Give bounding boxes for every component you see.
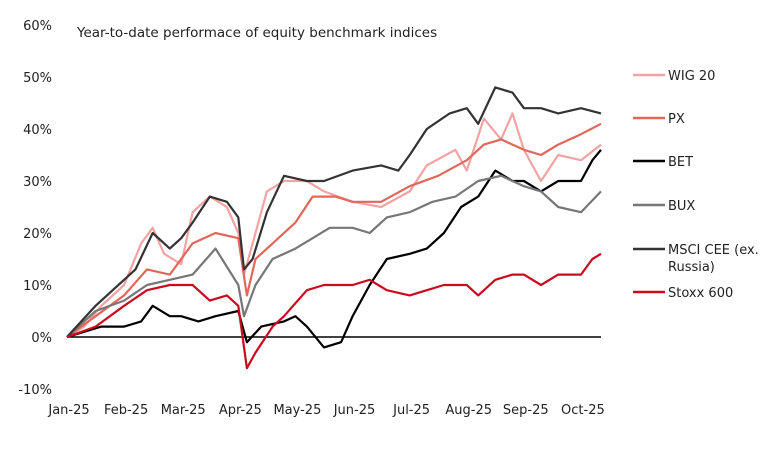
- x-tick-label: Sep-25: [503, 403, 549, 418]
- y-tick-label: 40%: [23, 123, 52, 138]
- series-line-stoxx-600: [66, 252, 602, 370]
- legend-label-msci-1: MSCI CEE (ex.: [668, 243, 759, 258]
- legend-label-bet: BET: [668, 155, 693, 170]
- series-line-msci-cee-ex-russia: [66, 86, 602, 338]
- x-axis: Jan-25 Feb-25 Mar-25 Apr-25 May-25 Jun-25 Jul-…: [47, 403, 604, 418]
- x-tick-label: Jul-25: [392, 403, 430, 418]
- legend-label-stoxx: Stoxx 600: [668, 286, 733, 301]
- y-axis: -10% 0% 10% 20% 30% 40% 50% 60%: [18, 19, 52, 398]
- x-tick-label: Jan-25: [47, 403, 89, 418]
- y-tick-label: 0%: [31, 331, 52, 346]
- series-line-px: [66, 122, 602, 338]
- x-tick-label: Feb-25: [104, 403, 148, 418]
- legend-label-px: PX: [668, 112, 685, 127]
- y-tick-label: 10%: [23, 279, 52, 294]
- legend-label-wig20: WIG 20: [668, 69, 715, 84]
- legend: WIG 20 PX BET BUX MSCI CEE (ex. Russia) …: [633, 69, 759, 301]
- y-tick-label: 50%: [23, 71, 52, 86]
- x-tick-label: Oct-25: [561, 403, 605, 418]
- x-tick-label: May-25: [273, 403, 321, 418]
- chart-title: Year-to-date performace of equity benchm…: [76, 25, 437, 41]
- y-tick-label: -10%: [18, 383, 52, 398]
- series-lines: [66, 86, 602, 370]
- y-tick-label: 30%: [23, 175, 52, 190]
- x-tick-label: Apr-25: [219, 403, 262, 418]
- y-tick-label: 20%: [23, 227, 52, 242]
- x-tick-label: Mar-25: [161, 403, 206, 418]
- series-line-wig-20: [66, 112, 602, 338]
- legend-label-bux: BUX: [668, 199, 695, 214]
- series-line-bet: [66, 149, 602, 349]
- y-tick-label: 60%: [23, 19, 52, 34]
- x-tick-label: Aug-25: [445, 403, 492, 418]
- legend-label-msci-2: Russia): [668, 260, 715, 275]
- series-line-bux: [66, 174, 602, 338]
- x-tick-label: Jun-25: [333, 403, 376, 418]
